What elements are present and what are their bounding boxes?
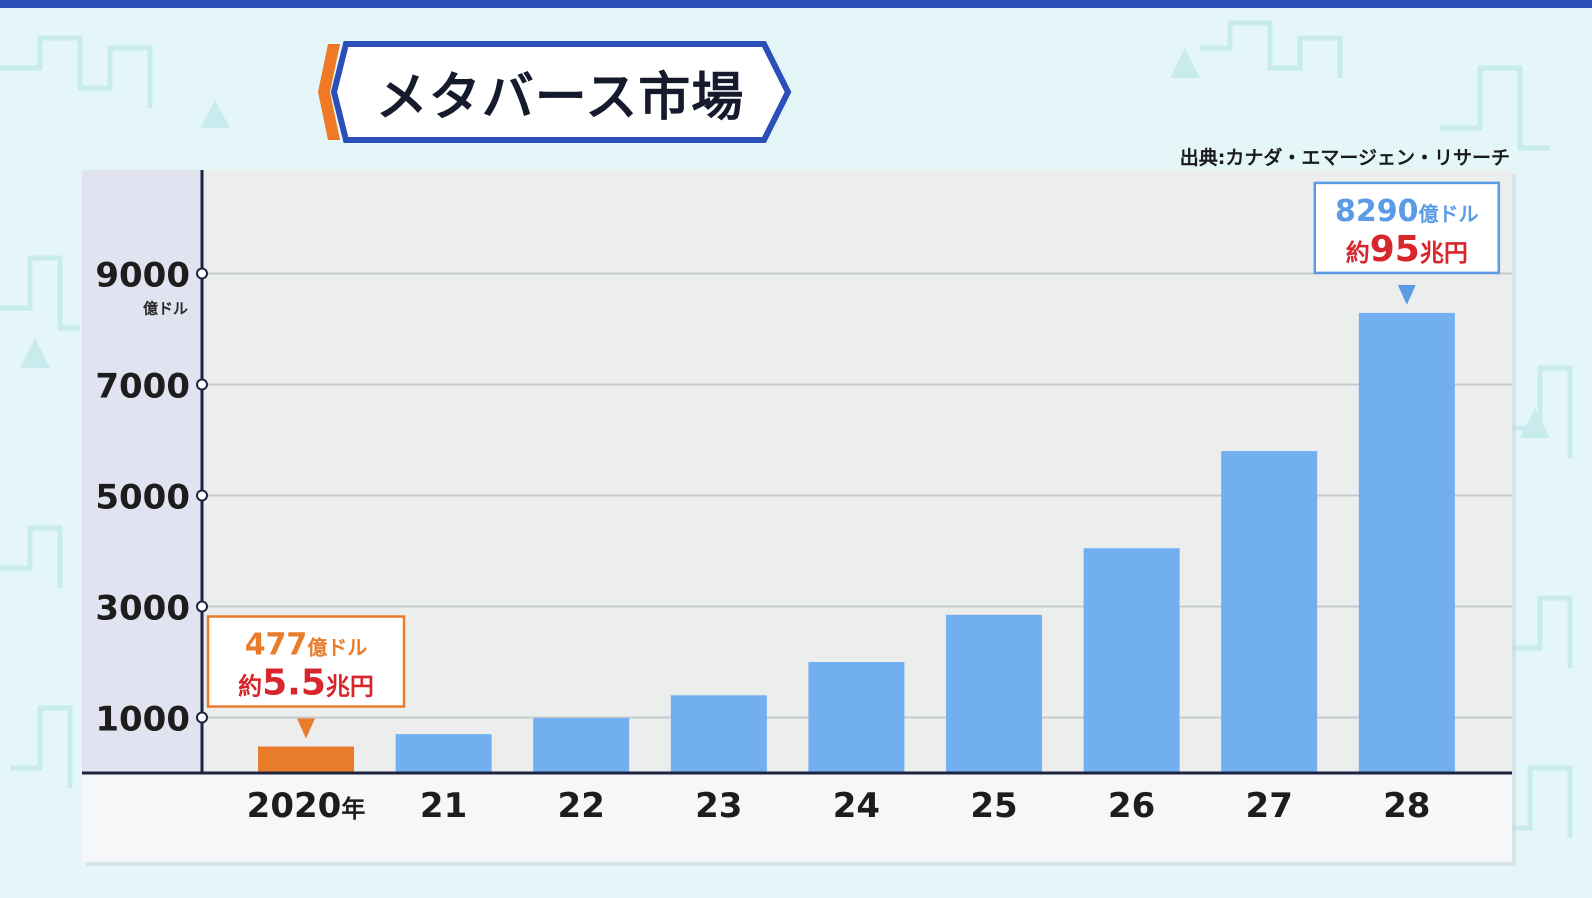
x-tick-label: 26	[1108, 786, 1155, 826]
y-tick-marker	[196, 267, 208, 280]
chart-title: メタバース市場	[375, 67, 745, 128]
bar-25	[946, 614, 1042, 773]
x-tick-label: 21	[420, 786, 467, 826]
y-tick-label: 5000	[95, 478, 190, 518]
annotation-pointer	[297, 718, 315, 739]
annotation-pointer	[1397, 284, 1416, 305]
y-tick-marker	[196, 378, 208, 391]
bar-22	[533, 718, 630, 773]
bar-2020年	[258, 746, 354, 773]
source-caption: 出典:カナダ・エマージェン・リサーチ	[1179, 147, 1510, 169]
x-tick-label: 2020年	[247, 786, 366, 826]
y-axis-unit: 億ドル	[143, 300, 188, 318]
bar-27	[1221, 451, 1318, 773]
bar-23	[670, 695, 767, 773]
y-tick-label: 9000	[95, 256, 190, 296]
annotation-yen: 約5.5兆円	[238, 663, 374, 704]
x-tick-label: 22	[558, 786, 605, 826]
x-tick-label: 24	[833, 786, 880, 826]
y-axis-band	[82, 170, 202, 773]
annotation-box	[1313, 181, 1501, 275]
annotation-usd: 477億ドル	[245, 628, 368, 663]
bar-26	[1083, 548, 1180, 773]
y-tick-marker	[196, 489, 208, 502]
y-tick-marker	[196, 600, 208, 613]
annotation-box	[206, 615, 406, 708]
bar-24	[808, 662, 905, 773]
background-cityscape-pattern	[0, 20, 1573, 838]
x-tick-label: 28	[1383, 786, 1430, 826]
y-tick-marker	[196, 711, 208, 724]
y-tick-label: 3000	[95, 589, 190, 629]
y-tick-label: 7000	[95, 367, 190, 407]
annotation-usd: 8290億ドル	[1335, 194, 1479, 229]
bar-28	[1358, 312, 1455, 773]
x-tick-label: 25	[970, 786, 1017, 826]
y-tick-label: 1000	[95, 700, 190, 740]
title-banner	[318, 41, 792, 143]
x-tick-label: 23	[695, 786, 742, 826]
x-tick-label: 27	[1246, 786, 1293, 826]
top-accent-bar	[0, 0, 1592, 8]
bar-21	[395, 734, 492, 773]
annotation-yen: 約95兆円	[1346, 229, 1468, 270]
